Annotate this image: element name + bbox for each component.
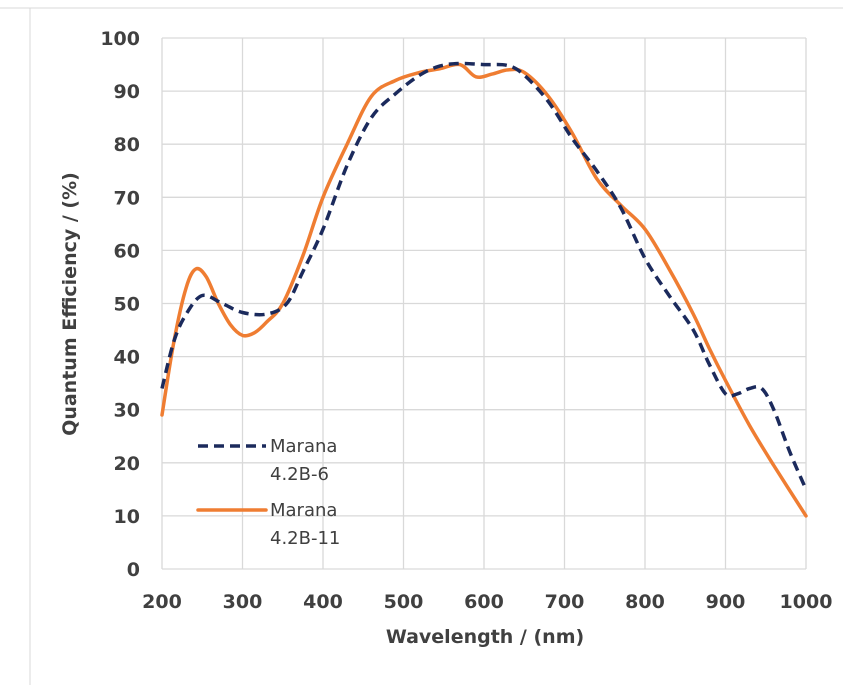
- series-line-1: [160, 61, 808, 491]
- x-tick-label: 1000: [780, 591, 833, 613]
- y-tick-label: 0: [127, 559, 140, 581]
- x-tick-label: 800: [625, 591, 665, 613]
- x-tick-label: 300: [223, 591, 263, 613]
- x-tick-label: 500: [384, 591, 424, 613]
- legend-label-2-line-2: 4.2B-11: [270, 528, 340, 549]
- legend-label-1-line-1: Marana: [270, 436, 337, 457]
- y-tick-label: 80: [114, 134, 140, 156]
- grid: [161, 37, 807, 570]
- y-tick-label: 30: [114, 400, 140, 422]
- y-tick-label: 100: [100, 28, 140, 50]
- y-tick-label: 10: [114, 506, 140, 528]
- x-tick-label: 400: [303, 591, 343, 613]
- series-line-2: [160, 62, 808, 518]
- y-tick-label: 50: [114, 294, 140, 316]
- y-tick-label: 90: [114, 81, 140, 103]
- legend: Marana 4.2B-6 Marana 4.2B-11: [196, 436, 340, 549]
- x-tick-labels: 200 300 400 500 600 700 800 900 1000: [142, 591, 832, 613]
- y-tick-label: 40: [114, 347, 140, 369]
- series-lines: [160, 61, 808, 518]
- x-tick-label: 600: [464, 591, 504, 613]
- legend-label-2-line-1: Marana: [270, 500, 337, 521]
- plot-border: [0, 7, 843, 685]
- y-tick-labels: 0 10 20 30 40 50 60 70 80 90 100: [100, 28, 140, 581]
- x-tick-label: 200: [142, 591, 182, 613]
- y-tick-label: 60: [114, 240, 140, 262]
- y-tick-label: 70: [114, 187, 140, 209]
- x-axis-title: Wavelength / (nm): [386, 626, 584, 648]
- x-tick-label: 700: [545, 591, 585, 613]
- y-tick-label: 20: [114, 453, 140, 475]
- y-axis-title: Quantum Efficiency / (%): [59, 172, 81, 436]
- x-tick-label: 900: [706, 591, 746, 613]
- legend-label-1-line-2: 4.2B-6: [270, 464, 329, 485]
